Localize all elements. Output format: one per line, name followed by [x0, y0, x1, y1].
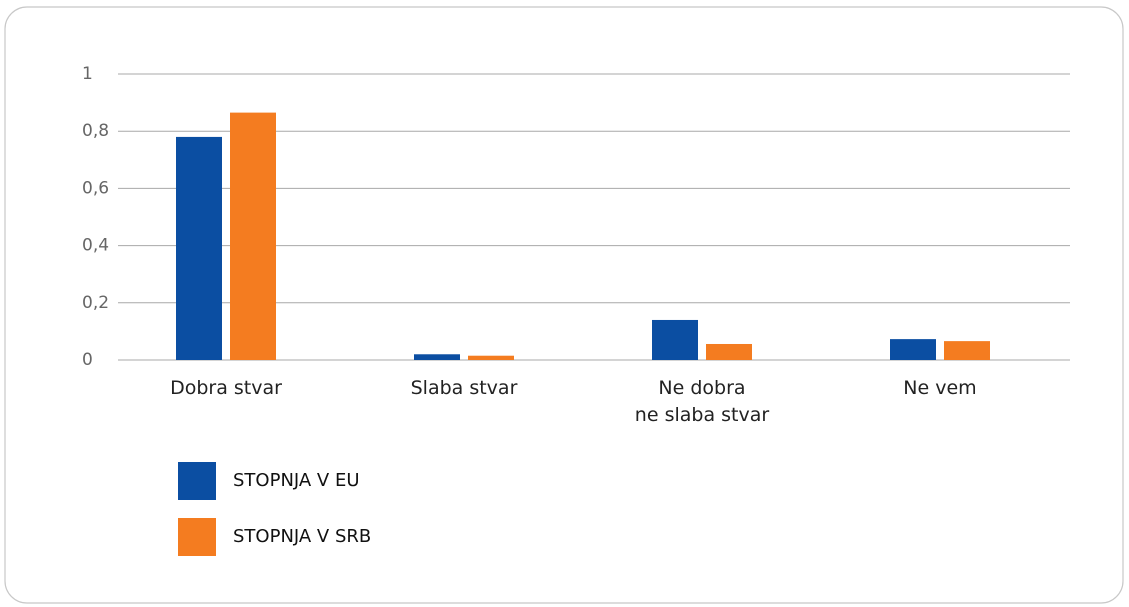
x-tick-label: Slaba stvar	[410, 377, 518, 399]
frame	[4, 6, 1124, 604]
x-tick-label: Ne vem	[903, 377, 977, 399]
bar	[414, 354, 460, 360]
bar	[176, 136, 222, 360]
legend-swatch	[178, 518, 216, 556]
bar	[652, 319, 698, 360]
y-tick-label: 0	[82, 350, 93, 370]
y-tick-label: 0,4	[82, 236, 109, 256]
bar	[890, 339, 936, 360]
bar	[944, 341, 990, 360]
legend-label: STOPNJA V EU	[233, 470, 360, 491]
y-tick-label: 1	[82, 64, 93, 84]
x-tick-label: Ne dobra ne slaba stvar	[634, 377, 770, 426]
legend-label: STOPNJA V SRB	[233, 526, 372, 547]
legend-swatch	[178, 462, 216, 500]
bar	[230, 112, 276, 360]
bar	[468, 355, 514, 360]
y-tick-label: 0,8	[82, 121, 109, 141]
y-tick-label: 0,6	[82, 178, 109, 198]
x-tick-label: Dobra stvar	[170, 377, 282, 399]
y-tick-label: 0,2	[82, 293, 109, 313]
bar	[706, 343, 752, 360]
